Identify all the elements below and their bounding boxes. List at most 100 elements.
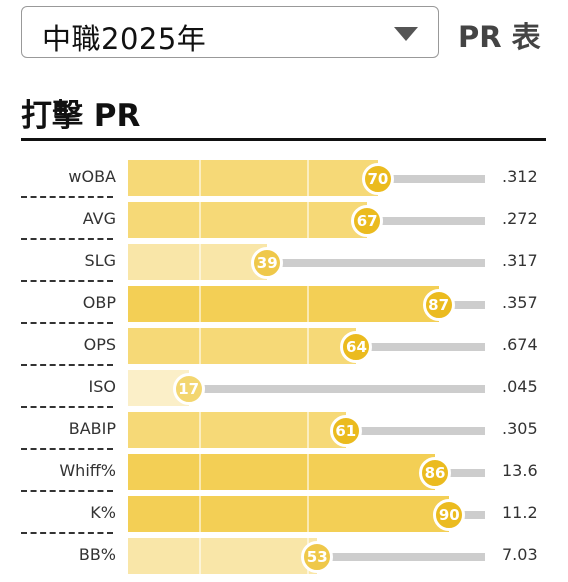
metric-value: 7.03 (502, 545, 538, 564)
row-separator (21, 448, 113, 450)
metric-value: .272 (502, 209, 538, 228)
pr-value-badge: 87 (422, 289, 455, 321)
pr-gridline (199, 454, 202, 490)
pr-bar (128, 412, 346, 448)
pr-bar (128, 160, 378, 196)
metric-value: 13.6 (502, 461, 538, 480)
metric-label: BB% (78, 545, 116, 564)
pr-value-badge: 70 (361, 163, 394, 195)
pr-bar (128, 202, 368, 238)
row-separator (21, 364, 113, 366)
pr-row-obp: OBP 87 .357 (0, 282, 568, 324)
pr-track: 86 (128, 454, 485, 490)
pr-row-woba: wOBA 70 .312 (0, 156, 568, 198)
row-separator (21, 490, 113, 492)
metric-label: K% (90, 503, 116, 522)
pr-remaining-track (267, 259, 485, 267)
pr-remaining-track (317, 553, 485, 561)
pr-track: 90 (128, 496, 485, 532)
metric-value: .357 (502, 293, 538, 312)
pr-track: 39 (128, 244, 485, 280)
chevron-down-icon (394, 27, 418, 41)
pr-gridline (199, 328, 202, 364)
season-select-value: 中職2025年 (42, 22, 207, 56)
pr-row-bb: BB% 53 7.03 (0, 534, 568, 576)
pr-value-badge: 90 (433, 499, 466, 531)
pr-remaining-track (449, 511, 485, 519)
pr-row-babip: BABIP 61 .305 (0, 408, 568, 450)
pr-gridline (306, 328, 309, 364)
metric-label: BABIP (68, 419, 116, 438)
pr-track: 67 (128, 202, 485, 238)
pr-gridline (306, 202, 309, 238)
metric-value: .045 (502, 377, 538, 396)
pr-row-whiff: Whiff% 86 13.6 (0, 450, 568, 492)
pr-track: 53 (128, 538, 485, 574)
pr-row-k: K% 90 11.2 (0, 492, 568, 534)
pr-track: 61 (128, 412, 485, 448)
pr-value-badge: 53 (301, 541, 334, 573)
pr-value-badge: 67 (351, 205, 384, 237)
pr-bar (128, 286, 439, 322)
season-select[interactable]: 中職2025年 (21, 6, 439, 58)
pr-value-badge: 86 (419, 457, 452, 489)
row-separator (21, 238, 113, 240)
metric-label: ISO (88, 377, 116, 396)
pr-gridline (199, 496, 202, 532)
pr-remaining-track (438, 301, 485, 309)
metric-label: wOBA (68, 167, 116, 186)
metric-value: 11.2 (502, 503, 538, 522)
pr-gridline (199, 160, 202, 196)
pr-value-badge: 61 (329, 415, 362, 447)
row-separator (21, 322, 113, 324)
section-title: 打擊 PR (21, 98, 141, 134)
pr-remaining-track (377, 175, 485, 183)
pr-track: 70 (128, 160, 485, 196)
pr-row-iso: ISO 17 .045 (0, 366, 568, 408)
pr-gridline (306, 160, 309, 196)
row-separator (21, 532, 113, 534)
metric-value: .317 (502, 251, 538, 270)
metric-value: .674 (502, 335, 538, 354)
pr-gridline (306, 286, 309, 322)
pr-gridline (199, 202, 202, 238)
pr-gridline (306, 454, 309, 490)
pr-remaining-track (188, 385, 485, 393)
pr-table-link[interactable]: PR 表 (458, 20, 541, 54)
pr-remaining-track (356, 343, 485, 351)
pr-gridline (306, 496, 309, 532)
row-separator (21, 280, 113, 282)
pr-remaining-track (435, 469, 485, 477)
pr-bar (128, 538, 318, 574)
pr-gridline (199, 286, 202, 322)
metric-value: .305 (502, 419, 538, 438)
pr-row-ops: OPS 64 .674 (0, 324, 568, 366)
pr-bar (128, 496, 450, 532)
pr-bar (128, 328, 357, 364)
pr-value-badge: 64 (340, 331, 373, 363)
pr-row-avg: AVG 67 .272 (0, 198, 568, 240)
pr-track: 17 (128, 370, 485, 406)
metric-label: OPS (83, 335, 116, 354)
metric-label: AVG (82, 209, 116, 228)
row-separator (21, 406, 113, 408)
row-separator (21, 196, 113, 198)
pr-gridline (199, 244, 202, 280)
pr-bar (128, 454, 436, 490)
pr-row-slg: SLG 39 .317 (0, 240, 568, 282)
pr-track: 87 (128, 286, 485, 322)
pr-value-badge: 39 (251, 247, 284, 279)
pr-gridline (199, 412, 202, 448)
pr-value-badge: 17 (172, 373, 205, 405)
metric-value: .312 (502, 167, 538, 186)
metric-label: Whiff% (59, 461, 116, 480)
pr-track: 64 (128, 328, 485, 364)
section-divider (21, 138, 546, 141)
pr-bar (128, 244, 268, 280)
pr-remaining-track (367, 217, 485, 225)
pr-gridline (199, 538, 202, 574)
pr-remaining-track (345, 427, 485, 435)
metric-label: SLG (84, 251, 116, 270)
pr-gridline (306, 412, 309, 448)
metric-label: OBP (82, 293, 116, 312)
